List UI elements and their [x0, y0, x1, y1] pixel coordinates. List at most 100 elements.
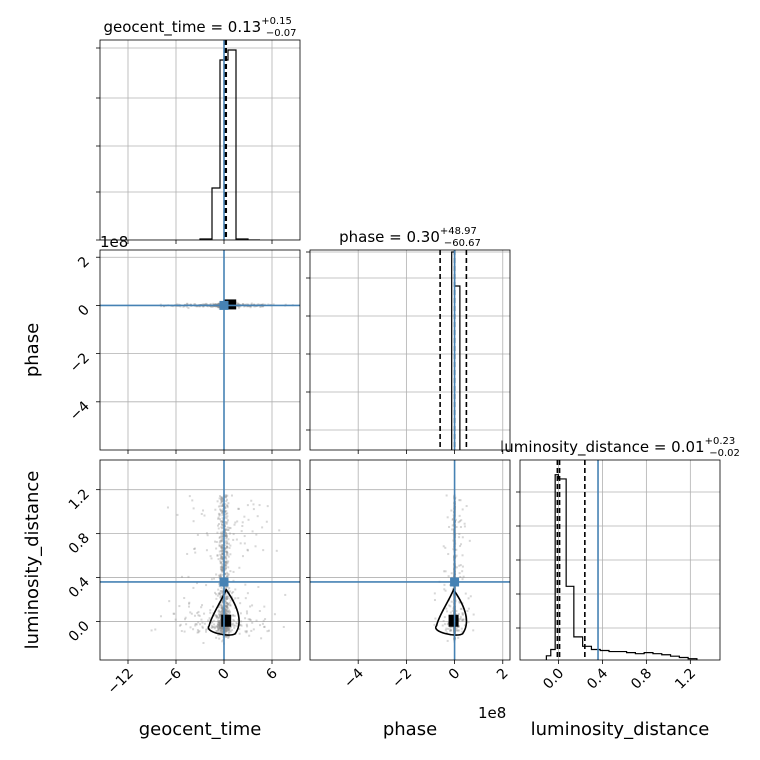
scatter-point: [261, 303, 264, 306]
scatter-point: [191, 499, 194, 502]
scatter-point: [224, 562, 227, 565]
scatter-point: [258, 610, 261, 613]
scatter-point: [266, 630, 269, 633]
scatter-point: [216, 531, 219, 534]
scatter-point: [225, 595, 228, 598]
scatter-point: [224, 613, 227, 616]
scatter-point: [228, 635, 231, 638]
scatter-point: [201, 621, 204, 624]
scatter-point: [455, 627, 458, 630]
scatter-point: [205, 549, 208, 552]
scatter-point: [225, 613, 228, 616]
scatter-point: [229, 527, 232, 530]
scatter-point: [462, 618, 465, 621]
scatter-point: [218, 619, 221, 622]
diag-frame-phase: [309, 249, 511, 451]
scatter-point: [225, 628, 228, 631]
scatter-point: [217, 306, 220, 309]
scatter-point: [219, 596, 222, 599]
scatter-point: [458, 514, 461, 517]
scatter-point: [224, 534, 227, 537]
histogram-geocent-time: [199, 49, 260, 240]
scatter-point: [217, 305, 220, 308]
scatter-point: [224, 612, 227, 615]
scatter-point: [219, 562, 222, 565]
scatter-point: [218, 623, 221, 626]
scatter-point: [278, 529, 281, 532]
scatter-point: [221, 510, 224, 513]
scatter-point: [192, 507, 195, 510]
x-tick-label: 2: [494, 666, 512, 684]
scatter-point: [221, 523, 224, 526]
scatter-point: [221, 520, 224, 523]
scatter-point: [223, 597, 226, 600]
scatter-point: [227, 629, 230, 632]
scatter-point: [226, 521, 229, 524]
scatter-point: [232, 614, 235, 617]
scatter-point: [219, 574, 222, 577]
scatter-point: [219, 622, 222, 625]
scatter-point: [166, 506, 169, 509]
scatter-point: [240, 530, 243, 533]
scatter-point: [196, 612, 199, 615]
scatter-point: [159, 615, 162, 618]
scatter-point: [252, 503, 255, 506]
scatter-point: [468, 539, 471, 542]
scatter-point: [220, 561, 223, 564]
scatter-point: [221, 557, 224, 560]
scatter-point: [217, 558, 220, 561]
scatter-point: [461, 578, 464, 581]
scatter-point: [221, 549, 224, 552]
scatter-point: [224, 564, 227, 567]
scatter-point: [217, 616, 220, 619]
scatter-point: [234, 521, 237, 524]
scatter-point: [237, 597, 240, 600]
scatter-point: [217, 505, 220, 508]
scatter-point: [219, 553, 222, 556]
scatter-point: [221, 605, 224, 608]
scatter-point: [194, 624, 197, 627]
scatter-point: [219, 612, 222, 615]
scatter-point: [185, 302, 188, 305]
scatter-point: [259, 305, 262, 308]
scatter-point: [215, 630, 218, 633]
scatter-point: [197, 631, 200, 634]
scatter-point: [221, 627, 224, 630]
scatter-point: [193, 547, 196, 550]
scatter-point: [210, 557, 213, 560]
scatter-point: [221, 530, 224, 533]
scatter-point: [224, 626, 227, 629]
scatter-point: [222, 601, 225, 604]
scatter-point: [220, 626, 223, 629]
scatter-point: [220, 617, 223, 620]
scatter-point: [224, 541, 227, 544]
scatter-point: [218, 536, 221, 539]
scatter-point: [221, 609, 224, 612]
diag-panel-phase: [310, 250, 510, 450]
scatter-point: [227, 555, 230, 558]
scatter-point: [246, 592, 249, 595]
scatter-point: [228, 631, 231, 634]
scatter-point: [467, 621, 470, 624]
scatter-point: [257, 586, 260, 589]
scatter-point: [217, 592, 220, 595]
scatter-point: [218, 627, 221, 630]
scatter-point: [200, 512, 203, 515]
scatter-point: [251, 604, 254, 607]
scatter-point: [225, 551, 228, 554]
scatter-point: [210, 621, 213, 624]
scatter-point: [215, 547, 218, 550]
scatter-point: [217, 634, 220, 637]
scatter-point: [218, 305, 221, 308]
scatter-point: [220, 631, 223, 634]
scatter-point: [223, 602, 226, 605]
scatter-point: [227, 635, 230, 638]
scatter-point: [262, 619, 265, 622]
scatter-point: [221, 557, 224, 560]
scatter-point: [229, 599, 232, 602]
scatter-point: [461, 611, 464, 614]
scatter-point: [225, 629, 228, 632]
scatter-point: [236, 625, 239, 628]
scatter-point: [232, 590, 235, 593]
scatter-point: [249, 605, 252, 608]
